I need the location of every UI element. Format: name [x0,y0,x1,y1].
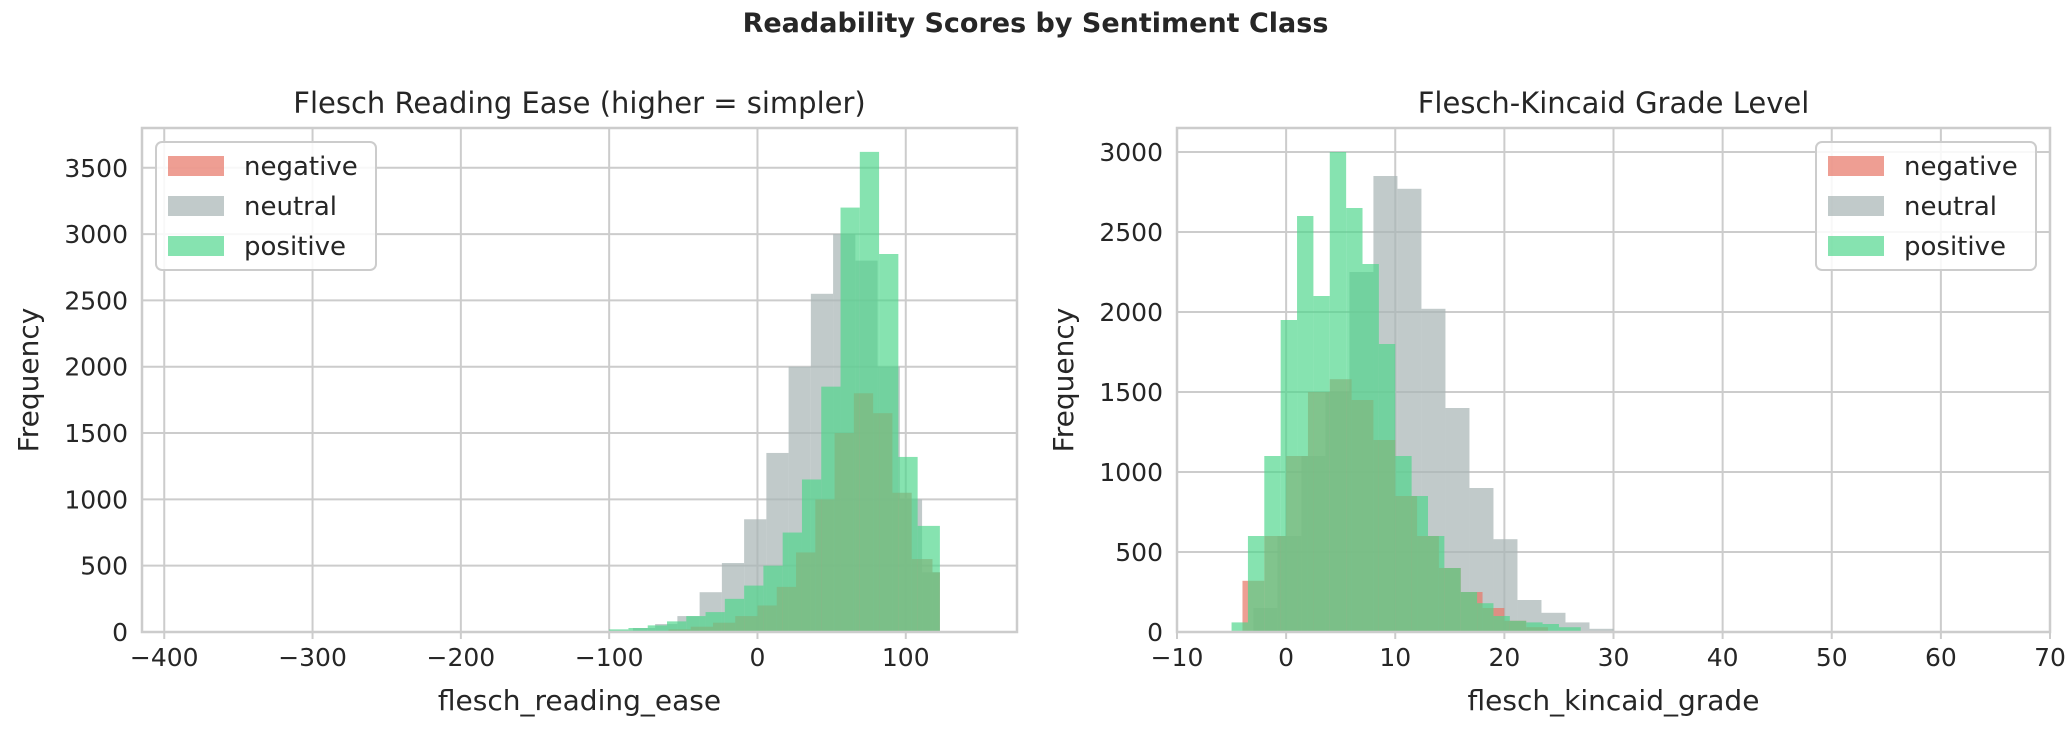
bar-positive [1427,536,1445,632]
legend-label-negative: negative [244,152,358,182]
x-tick-label: 0 [1278,643,1294,672]
x-tick-label: −400 [130,643,199,672]
y-tick-label: 2500 [64,286,128,315]
bar-positive [647,625,667,632]
x-tick-label: 70 [2034,643,2066,672]
bar-positive [1313,296,1330,632]
bar-positive [801,479,822,632]
legend-label-positive: positive [244,232,346,262]
bar-positive [859,151,880,632]
legend-label-neutral: neutral [244,192,337,222]
y-tick-label: 2000 [1099,298,1163,327]
bar-positive [1231,622,1248,632]
y-tick-label: 1500 [1099,378,1163,407]
series-positive [1231,152,1581,632]
y-tick-label: 3000 [64,220,128,249]
legend-swatch-neutral [168,196,224,216]
y-tick-label: 1000 [1099,458,1163,487]
x-axis-label: flesch_kincaid_grade [1468,684,1760,717]
bar-positive [782,532,802,632]
bar-positive [609,629,629,632]
bar-positive [763,565,783,632]
bar-positive [628,628,648,632]
bar-positive [1411,496,1428,632]
bar-positive [1346,208,1363,632]
x-tick-label: 100 [882,643,930,672]
bar-positive [1280,320,1298,632]
x-tick-label: 30 [1598,643,1630,672]
bar-positive [840,207,860,632]
bar-positive [1526,622,1543,632]
y-tick-label: 0 [112,618,128,647]
bar-positive [667,621,687,632]
x-tick-label: 10 [1379,643,1411,672]
legend: negative neutral positive [155,141,377,271]
legend-label-neutral: neutral [1904,192,1997,222]
bar-positive [1247,536,1265,632]
bar-positive [1460,592,1478,632]
x-tick-label: −100 [575,643,644,672]
y-tick-label: 3500 [64,154,128,183]
bar-positive [1395,456,1412,632]
bar-positive [744,585,764,632]
x-axis-label: flesch_reading_ease [438,684,721,717]
x-tick-label: 0 [750,643,766,672]
y-tick-label: 0 [1147,618,1163,647]
bar-positive [724,598,745,632]
x-tick-label: 20 [1488,643,1520,672]
y-tick-label: 500 [80,552,128,581]
bar-positive [917,525,940,632]
chart-grade-level: −10 0 10 20 30 40 50 60 700500100015002000250030… [1047,86,2066,717]
bar-positive [1329,152,1347,632]
bar-positive [898,456,918,632]
x-tick-label: −300 [278,643,347,672]
y-tick-label: 1500 [64,419,128,448]
subplot-title: Flesch Reading Ease (higher = simpler) [293,86,865,120]
legend-swatch-positive [1828,236,1884,256]
bar-positive [1509,620,1527,632]
bar-positive [686,616,706,632]
x-tick-label: 40 [1707,643,1739,672]
legend-label-negative: negative [1904,152,2018,182]
bar-positive [1297,216,1314,632]
legend: negative neutral positive [1815,141,2037,271]
y-tick-label: 2000 [64,353,128,382]
y-axis-label: Frequency [12,308,45,453]
figure-title: Readability Scores by Sentiment Class [742,8,1329,39]
subplot-title: Flesch-Kincaid Grade Level [1418,86,1810,120]
plot-frame [140,126,1019,634]
y-tick-label: 1000 [64,485,128,514]
bar-positive [1264,456,1281,632]
legend-swatch-neutral [1828,196,1884,216]
bar-positive [1362,264,1379,632]
bar-neutral [1589,628,1614,632]
bar-positive [1558,627,1581,632]
legend-swatch-negative [168,156,224,176]
x-tick-label: −200 [427,643,496,672]
legend-label-positive: positive [1904,232,2006,262]
legend-swatch-positive [168,236,224,256]
bar-positive [1477,603,1494,632]
y-axis-label: Frequency [1047,308,1080,453]
bar-positive [705,612,725,632]
series-positive [609,151,940,632]
y-tick-label: 500 [1115,538,1163,567]
bar-positive [879,254,899,632]
x-tick-label: −10 [1151,643,1204,672]
chart-reading-ease: −400 −300 −200 −100 0 10005001000150020002500… [12,86,1019,717]
x-tick-label: 50 [1816,643,1848,672]
bar-positive [1542,624,1559,632]
y-tick-label: 3000 [1099,138,1163,167]
bar-positive [1378,344,1396,632]
y-tick-label: 2500 [1099,218,1163,247]
legend-swatch-negative [1828,156,1884,176]
bar-positive [1493,616,1510,632]
bar-positive [1444,568,1461,632]
x-tick-label: 60 [1925,643,1957,672]
bar-positive [821,386,841,632]
